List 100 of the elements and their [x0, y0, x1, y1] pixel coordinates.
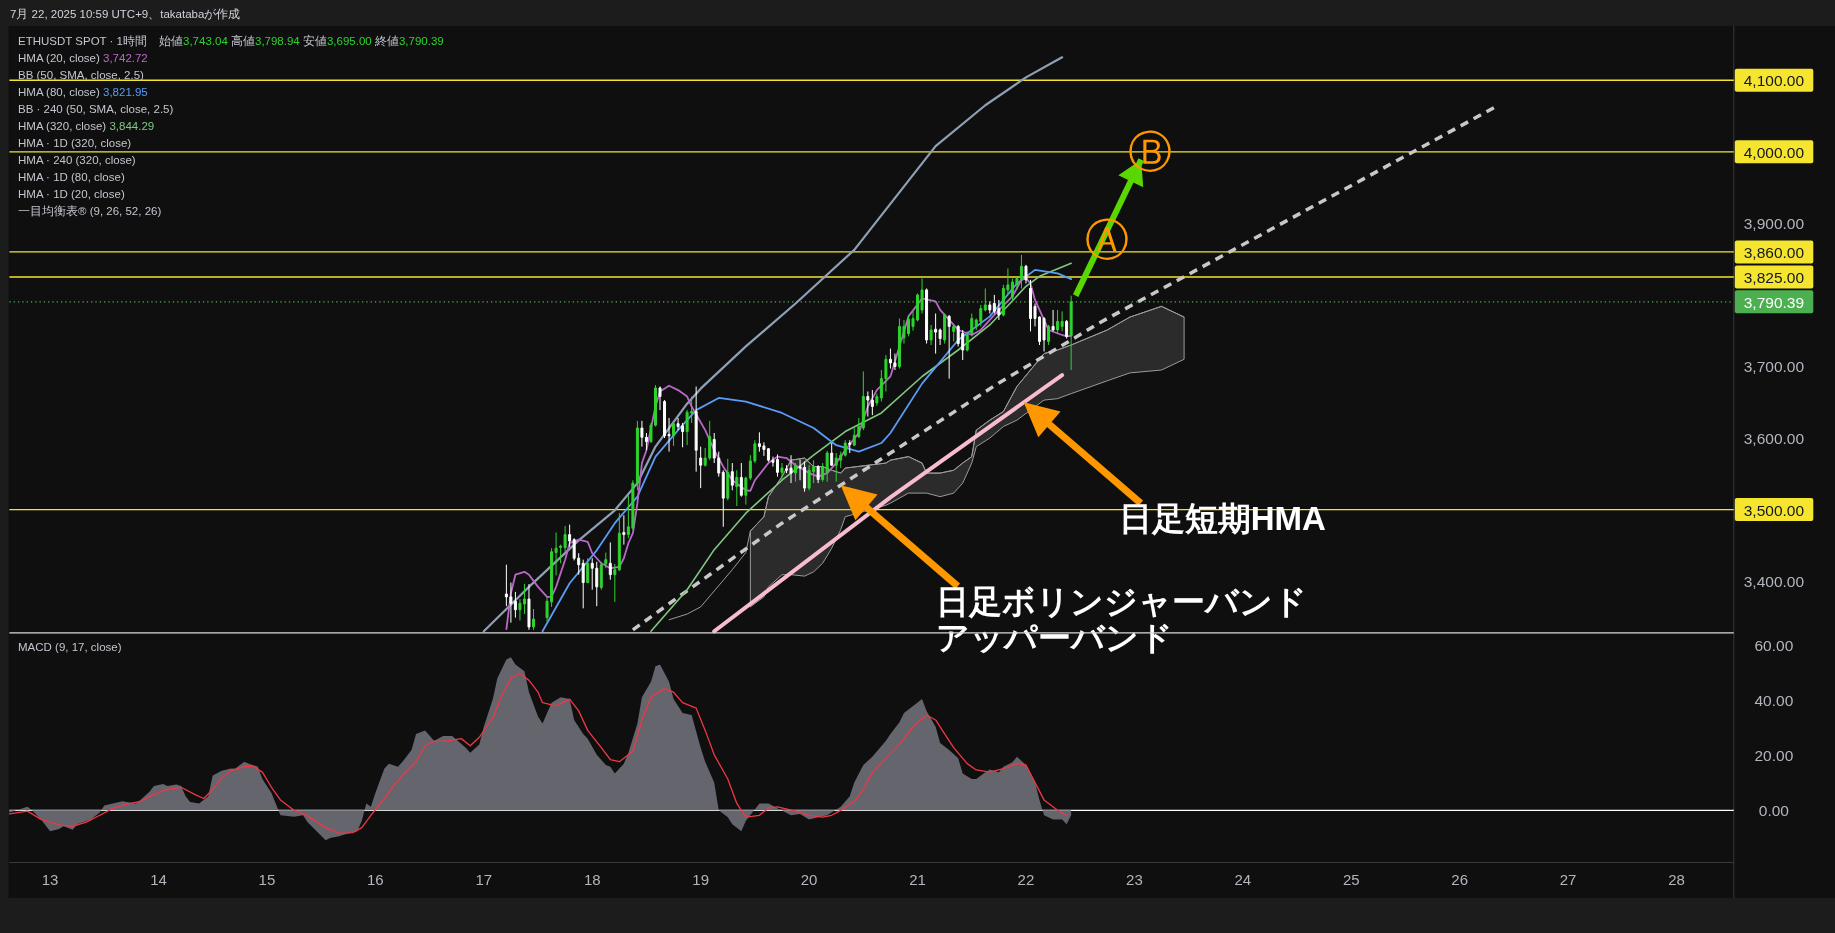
candlestick — [870, 389, 874, 416]
x-tick-label: 21 — [909, 870, 926, 888]
candlestick — [613, 563, 617, 603]
candlestick — [586, 557, 590, 584]
candlestick — [893, 353, 897, 371]
candlestick — [1024, 264, 1028, 284]
x-tick-label: 14 — [150, 870, 167, 888]
x-tick-label: 20 — [800, 870, 818, 888]
candlestick — [640, 420, 644, 448]
candlestick — [947, 314, 951, 380]
annotation: HMA · 1D (20, close) — [18, 187, 125, 200]
x-tick-label: 26 — [1451, 870, 1469, 888]
candlestick — [1060, 310, 1064, 332]
candlestick — [1065, 319, 1069, 340]
candlestick — [1019, 254, 1023, 289]
candlestick — [997, 299, 1001, 321]
candlestick — [952, 324, 956, 342]
candlestick — [1051, 309, 1055, 332]
annotation: BB · 240 (50, SMA, close, 2.5) — [18, 102, 174, 115]
y-tick-label: 60.00 — [1754, 636, 1794, 654]
candlestick — [789, 454, 793, 484]
candlestick — [970, 313, 974, 337]
ref-line-label: 3,825.00 — [1743, 269, 1805, 287]
x-tick-label: 16 — [367, 870, 384, 888]
annotation: 一目均衡表® (9, 26, 52, 26) — [18, 204, 162, 217]
x-tick-label: 18 — [583, 870, 601, 888]
y-tick-label: 3,700.00 — [1743, 357, 1805, 375]
candlestick — [568, 524, 572, 548]
x-tick-label: 25 — [1342, 870, 1360, 888]
candlestick — [532, 608, 535, 631]
candlestick — [622, 514, 626, 546]
annotation: HMA (20, close) 3,742.72 — [18, 51, 148, 64]
candlestick — [843, 439, 847, 458]
candlestick — [608, 541, 612, 581]
candlestick — [807, 464, 811, 491]
candlestick — [979, 304, 983, 327]
candlestick — [1056, 309, 1060, 335]
ref-line-label: 4,100.00 — [1743, 72, 1805, 90]
candlestick — [1042, 316, 1046, 352]
candlestick — [925, 287, 929, 345]
candlestick — [825, 450, 829, 483]
candlestick — [581, 559, 585, 609]
candlestick — [595, 561, 599, 607]
x-tick-label: 27 — [1559, 870, 1577, 888]
x-tick-label: 28 — [1668, 870, 1685, 888]
candlestick — [834, 452, 838, 483]
candlestick — [1069, 295, 1073, 371]
ref-line-label: 3,790.39 — [1743, 293, 1805, 311]
candlestick — [780, 462, 784, 481]
candlestick — [726, 458, 730, 501]
y-tick-label: 20.00 — [1754, 746, 1794, 764]
candlestick — [721, 469, 725, 528]
ref-line-label: 4,000.00 — [1743, 143, 1805, 161]
x-tick-label: 17 — [475, 870, 493, 888]
candlestick — [848, 439, 852, 454]
candlestick — [988, 300, 992, 315]
candlestick — [730, 462, 734, 491]
y-tick-label: 3,400.00 — [1743, 572, 1805, 590]
candlestick — [983, 287, 987, 312]
annotation: 日足短期HMA — [1118, 500, 1326, 538]
ref-line-label: 3,500.00 — [1743, 501, 1805, 519]
candlestick — [830, 442, 834, 467]
x-tick-label: 13 — [41, 870, 59, 888]
annotation: HMA · 240 (320, close) — [18, 153, 136, 166]
annotation: HMA · 1D (80, close) — [18, 170, 125, 183]
candlestick — [735, 469, 739, 507]
candlestick — [961, 329, 965, 361]
y-tick-label: 0.00 — [1758, 801, 1790, 819]
text: 7月 22, 2025 10:59 UTC+9、takatabaが作成 — [10, 7, 241, 20]
candlestick — [1047, 324, 1051, 346]
candlestick — [694, 386, 698, 473]
annotation: HMA (80, close) 3,821.95 — [18, 85, 148, 98]
x-tick-label: 23 — [1126, 870, 1143, 888]
candlestick — [527, 583, 531, 631]
y-tick-label: 3,600.00 — [1743, 429, 1805, 447]
y-tick-label: 3,900.00 — [1743, 214, 1805, 232]
candlestick — [943, 313, 947, 345]
text: ETHUSDT SPOT · 1時間 — [18, 34, 148, 47]
candlestick — [934, 313, 938, 355]
x-tick-label: 22 — [1017, 870, 1035, 888]
annotation: HMA · 1D (320, close) — [18, 136, 132, 149]
y-tick-label: 40.00 — [1754, 691, 1794, 709]
x-tick-label: 19 — [692, 870, 710, 888]
annotation: HMA (320, close) 3,844.29 — [18, 119, 155, 132]
candlestick — [861, 370, 865, 431]
candlestick — [816, 464, 820, 484]
x-tick-label: 15 — [258, 870, 276, 888]
candlestick — [965, 330, 969, 352]
annotation: 始値3,743.04 高値3,798.94 安値3,695.00 終値3,790.39 — [159, 33, 444, 47]
candlestick — [929, 324, 933, 346]
candlestick — [775, 453, 779, 478]
candlestick — [699, 446, 703, 489]
annotation: BB (50, SMA, close, 2.5) — [18, 68, 145, 81]
x-tick-label: 24 — [1234, 870, 1252, 888]
candlestick — [866, 391, 870, 418]
candlestick — [658, 386, 662, 411]
text: MACD (9, 17, close) — [18, 641, 122, 654]
candlestick — [794, 462, 798, 483]
candlestick — [821, 462, 825, 483]
candlestick — [672, 421, 676, 447]
